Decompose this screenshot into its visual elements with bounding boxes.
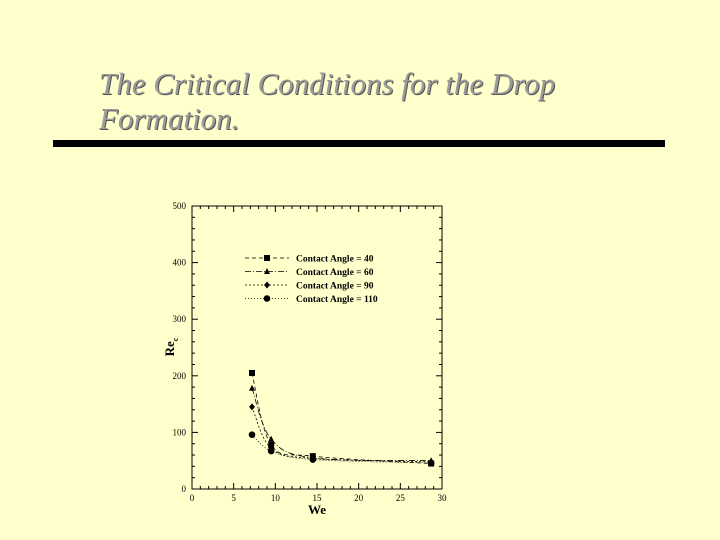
series-line-3 bbox=[251, 434, 432, 464]
data-point-diamond bbox=[249, 403, 255, 411]
legend-marker-circle bbox=[263, 295, 271, 302]
chart-container: 0 100 200 300 400 500 0 5 10 15 20 25 30 Contact Ang… bbox=[150, 195, 460, 525]
x-tick-label: 0 bbox=[190, 493, 195, 503]
slide-title-line-1: The Critical Conditions for the Drop bbox=[99, 66, 556, 101]
data-point-circle bbox=[267, 447, 275, 455]
data-point-circle bbox=[427, 459, 435, 467]
data-point-triangle bbox=[249, 384, 255, 391]
legend-entry: Contact Angle = 60 bbox=[296, 268, 374, 278]
y-tick-label: 0 bbox=[182, 484, 187, 494]
x-tick-label: 30 bbox=[438, 493, 448, 503]
chart-markers bbox=[248, 369, 435, 467]
y-tick-label: 400 bbox=[173, 258, 187, 268]
plot-frame bbox=[191, 205, 443, 490]
x-tick-label: 15 bbox=[313, 493, 323, 503]
legend-entry: Contact Angle = 110 bbox=[296, 295, 378, 305]
title-rule bbox=[53, 140, 665, 147]
x-tick-label: 20 bbox=[354, 493, 364, 503]
legend-entry: Contact Angle = 90 bbox=[296, 282, 374, 292]
y-tick-label: 200 bbox=[173, 371, 187, 381]
chart-ticks: 0 100 200 300 400 500 0 5 10 15 20 25 30 bbox=[173, 201, 448, 503]
chart-legend: Contact Angle = 40 Contact Angle = 60 Cont… bbox=[245, 255, 378, 305]
x-tick-label: 5 bbox=[231, 493, 236, 503]
legend-marker-diamond bbox=[264, 281, 270, 289]
x-tick-label: 10 bbox=[271, 493, 281, 503]
slide-title-line-2: Formation. bbox=[99, 101, 240, 136]
chart-curves bbox=[251, 372, 432, 464]
chart-axes bbox=[191, 205, 443, 490]
y-axis-label-main: Re bbox=[162, 341, 177, 356]
series-line-2 bbox=[251, 406, 432, 463]
slide-title: The Critical Conditions for the Drop For… bbox=[99, 66, 659, 136]
chart: 0 100 200 300 400 500 0 5 10 15 20 25 30 Contact Ang… bbox=[162, 201, 448, 517]
x-tick-label: 25 bbox=[396, 493, 406, 503]
y-tick-label: 300 bbox=[173, 314, 187, 324]
series-line-0 bbox=[251, 372, 432, 464]
y-axis-label-subscript: c bbox=[171, 337, 180, 341]
svg-text:Rec: Rec bbox=[162, 337, 180, 356]
data-point-triangle bbox=[268, 435, 275, 442]
y-axis-label: Rec bbox=[162, 337, 180, 356]
legend-marker-triangle bbox=[264, 268, 270, 274]
legend-marker-square bbox=[264, 255, 270, 261]
y-tick-label: 100 bbox=[173, 427, 187, 437]
legend-entry: Contact Angle = 40 bbox=[296, 255, 374, 265]
data-point-square bbox=[249, 369, 255, 376]
x-axis-label: We bbox=[308, 502, 326, 517]
data-point-circle bbox=[309, 456, 317, 463]
data-point-circle bbox=[248, 431, 256, 438]
series-line-1 bbox=[251, 388, 432, 462]
y-tick-label: 500 bbox=[173, 201, 187, 211]
